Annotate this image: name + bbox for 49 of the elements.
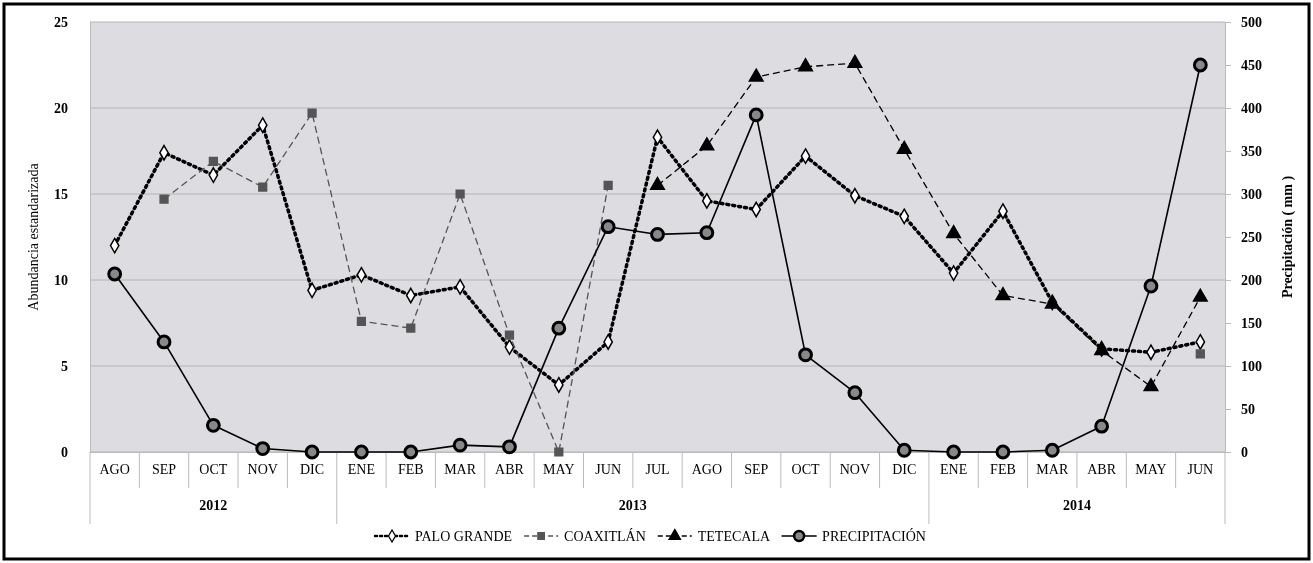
x-tick-label: MAR: [444, 461, 477, 477]
legend-label: PRECIPITACIÓN: [822, 528, 926, 544]
text: 2012: [199, 498, 228, 513]
y2-tick-label: 300: [1241, 186, 1262, 202]
x-tick-label: JUN: [1187, 461, 1214, 477]
y-tick-label: 20: [54, 100, 68, 116]
x-tick-label: DIC: [892, 461, 917, 477]
x-tick-label: SEP: [151, 461, 177, 477]
y2-tick-label: 250: [1241, 229, 1262, 245]
x-tick-label: MAY: [1135, 461, 1167, 477]
x-tick-label: ENE: [347, 461, 376, 477]
x-tick-label: ABR: [1087, 461, 1117, 477]
y-tick-label: 10: [54, 272, 68, 288]
x-tick-label: JUN: [595, 461, 621, 477]
y2-tick-label: 50: [1241, 401, 1255, 417]
x-tick-label: FEB: [990, 461, 1016, 477]
y-axis-title: Abundancia estandarizada: [26, 162, 41, 311]
y2-axis-title: Precipitación ( mm ): [1280, 175, 1296, 299]
x-tick-label: NOV: [839, 461, 871, 477]
x-tick-label: OCT: [791, 461, 820, 477]
y2-tick-label: 400: [1241, 100, 1262, 116]
x-tick-label: AGO: [691, 461, 723, 477]
y-tick-label: 5: [61, 358, 68, 374]
y-tick-label: 15: [54, 186, 68, 202]
x-tick-label: MAR: [1036, 461, 1069, 477]
y2-tick-label: 150: [1241, 315, 1262, 331]
y2-tick-label: 200: [1241, 272, 1262, 288]
y2-tick-label: 450: [1241, 57, 1262, 73]
y2-tick-label: 500: [1241, 14, 1262, 30]
x-tick-label: SEP: [744, 461, 769, 477]
x-tick-label: FEB: [397, 461, 424, 477]
legend-label: TETECALA: [697, 529, 771, 544]
text: 2014: [1062, 498, 1091, 513]
y2-tick-label: 100: [1241, 358, 1262, 374]
legend-label: PALO GRANDE: [415, 529, 513, 544]
x-tick-label: OCT: [199, 461, 228, 477]
text: 2013: [618, 498, 647, 513]
y-tick-label: 0: [61, 444, 68, 460]
y-tick-label: 25: [54, 14, 68, 30]
x-tick-label: ABR: [495, 461, 525, 477]
x-tick-label: NOV: [247, 461, 278, 477]
x-tick-label: AGO: [99, 461, 130, 477]
x-tick-label: DIC: [300, 461, 325, 477]
x-tick-label: MAY: [543, 461, 575, 477]
y2-tick-label: 350: [1241, 143, 1262, 159]
y2-tick-label: 0: [1241, 444, 1248, 460]
legend-label: COAXITLÁN: [564, 528, 646, 544]
x-tick-label: JUL: [645, 461, 670, 477]
x-tick-label: ENE: [939, 461, 968, 477]
